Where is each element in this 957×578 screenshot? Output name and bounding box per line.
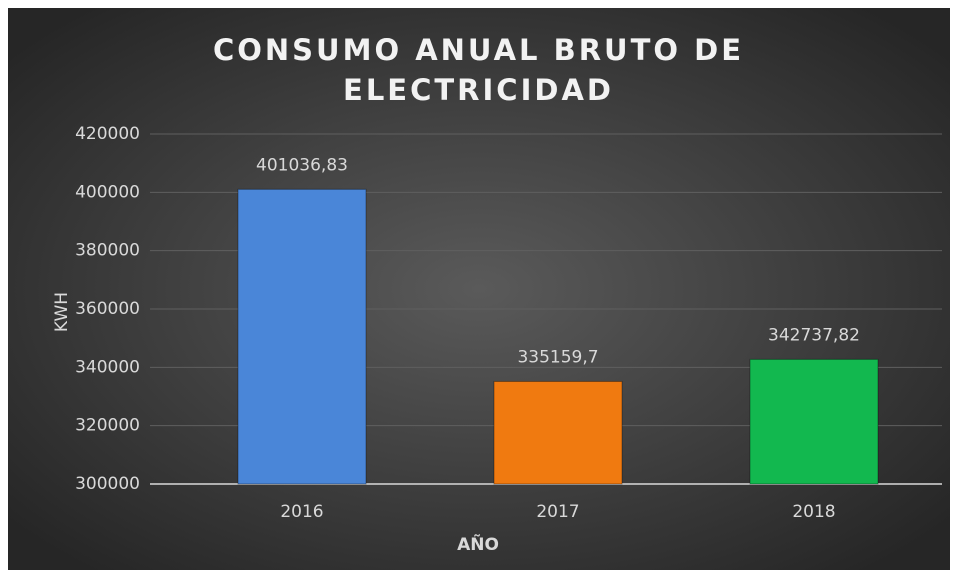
y-tick-label: 380000 [75,241,140,261]
bar [237,188,367,485]
y-tick-label: 300000 [75,474,140,494]
x-tick-label: 2018 [792,502,835,522]
chart-title: CONSUMO ANUAL BRUTO DE ELECTRICIDAD [212,33,745,107]
data-label: 342737,82 [768,325,860,345]
data-label: 401036,83 [256,155,348,175]
x-tick-label: 2016 [280,502,323,522]
y-tick-label: 400000 [75,182,140,202]
y-tick-label: 360000 [75,299,140,319]
y-tick-label: 420000 [75,124,140,144]
bar [493,380,623,485]
x-axis-label: AÑO [457,532,499,555]
x-tick-label: 2017 [536,502,579,522]
y-axis-label: KWH [52,292,72,332]
bar [749,358,879,485]
y-tick-label: 320000 [75,416,140,436]
y-tick-label: 340000 [75,357,140,377]
data-label: 335159,7 [517,347,598,367]
